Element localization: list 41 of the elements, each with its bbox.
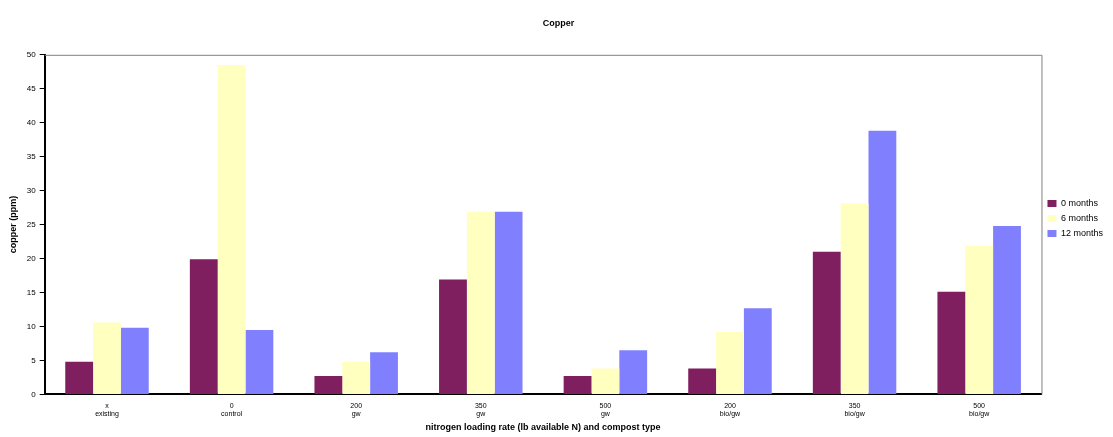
y-tick-label: 40 xyxy=(26,117,37,127)
x-axis-title: nitrogen loading rate (lb available N) and compost type xyxy=(425,422,661,433)
bar xyxy=(494,211,523,394)
bar xyxy=(993,225,1021,394)
y-tick-label: 10 xyxy=(26,321,37,331)
chart-title: Copper xyxy=(542,17,575,28)
bar xyxy=(439,279,467,394)
bar xyxy=(937,291,966,394)
y-tick-label: 15 xyxy=(26,287,37,297)
bar xyxy=(868,130,897,394)
bar xyxy=(245,329,274,394)
y-tick-label: 0 xyxy=(31,389,37,399)
bar xyxy=(563,376,592,394)
bar xyxy=(342,361,371,394)
bar xyxy=(466,211,495,394)
y-tick-label: 20 xyxy=(26,253,37,263)
y-tick-label: 50 xyxy=(26,50,37,59)
bar xyxy=(965,245,994,394)
y-tick-label: 5 xyxy=(31,355,37,365)
y-tick-label: 45 xyxy=(26,83,37,93)
bar xyxy=(688,368,717,394)
legend-label: 0 months xyxy=(1060,197,1099,208)
legend-label: 12 months xyxy=(1060,227,1104,238)
y-tick-label: 25 xyxy=(26,219,37,229)
y-tick-label: 30 xyxy=(26,185,37,195)
bar xyxy=(93,322,121,394)
y-axis-title: copper (ppm) xyxy=(7,195,18,254)
bar xyxy=(716,331,744,394)
legend-label: 6 months xyxy=(1060,212,1099,223)
bar xyxy=(314,376,343,394)
bar xyxy=(619,350,648,394)
bar xyxy=(217,64,246,394)
bar xyxy=(65,361,94,394)
bar xyxy=(189,259,218,394)
y-tick-label: 35 xyxy=(26,151,37,161)
bar xyxy=(591,368,620,394)
bar xyxy=(840,203,869,394)
bar xyxy=(743,308,772,394)
bar xyxy=(120,327,149,394)
bar xyxy=(370,352,398,394)
bar xyxy=(812,251,841,394)
